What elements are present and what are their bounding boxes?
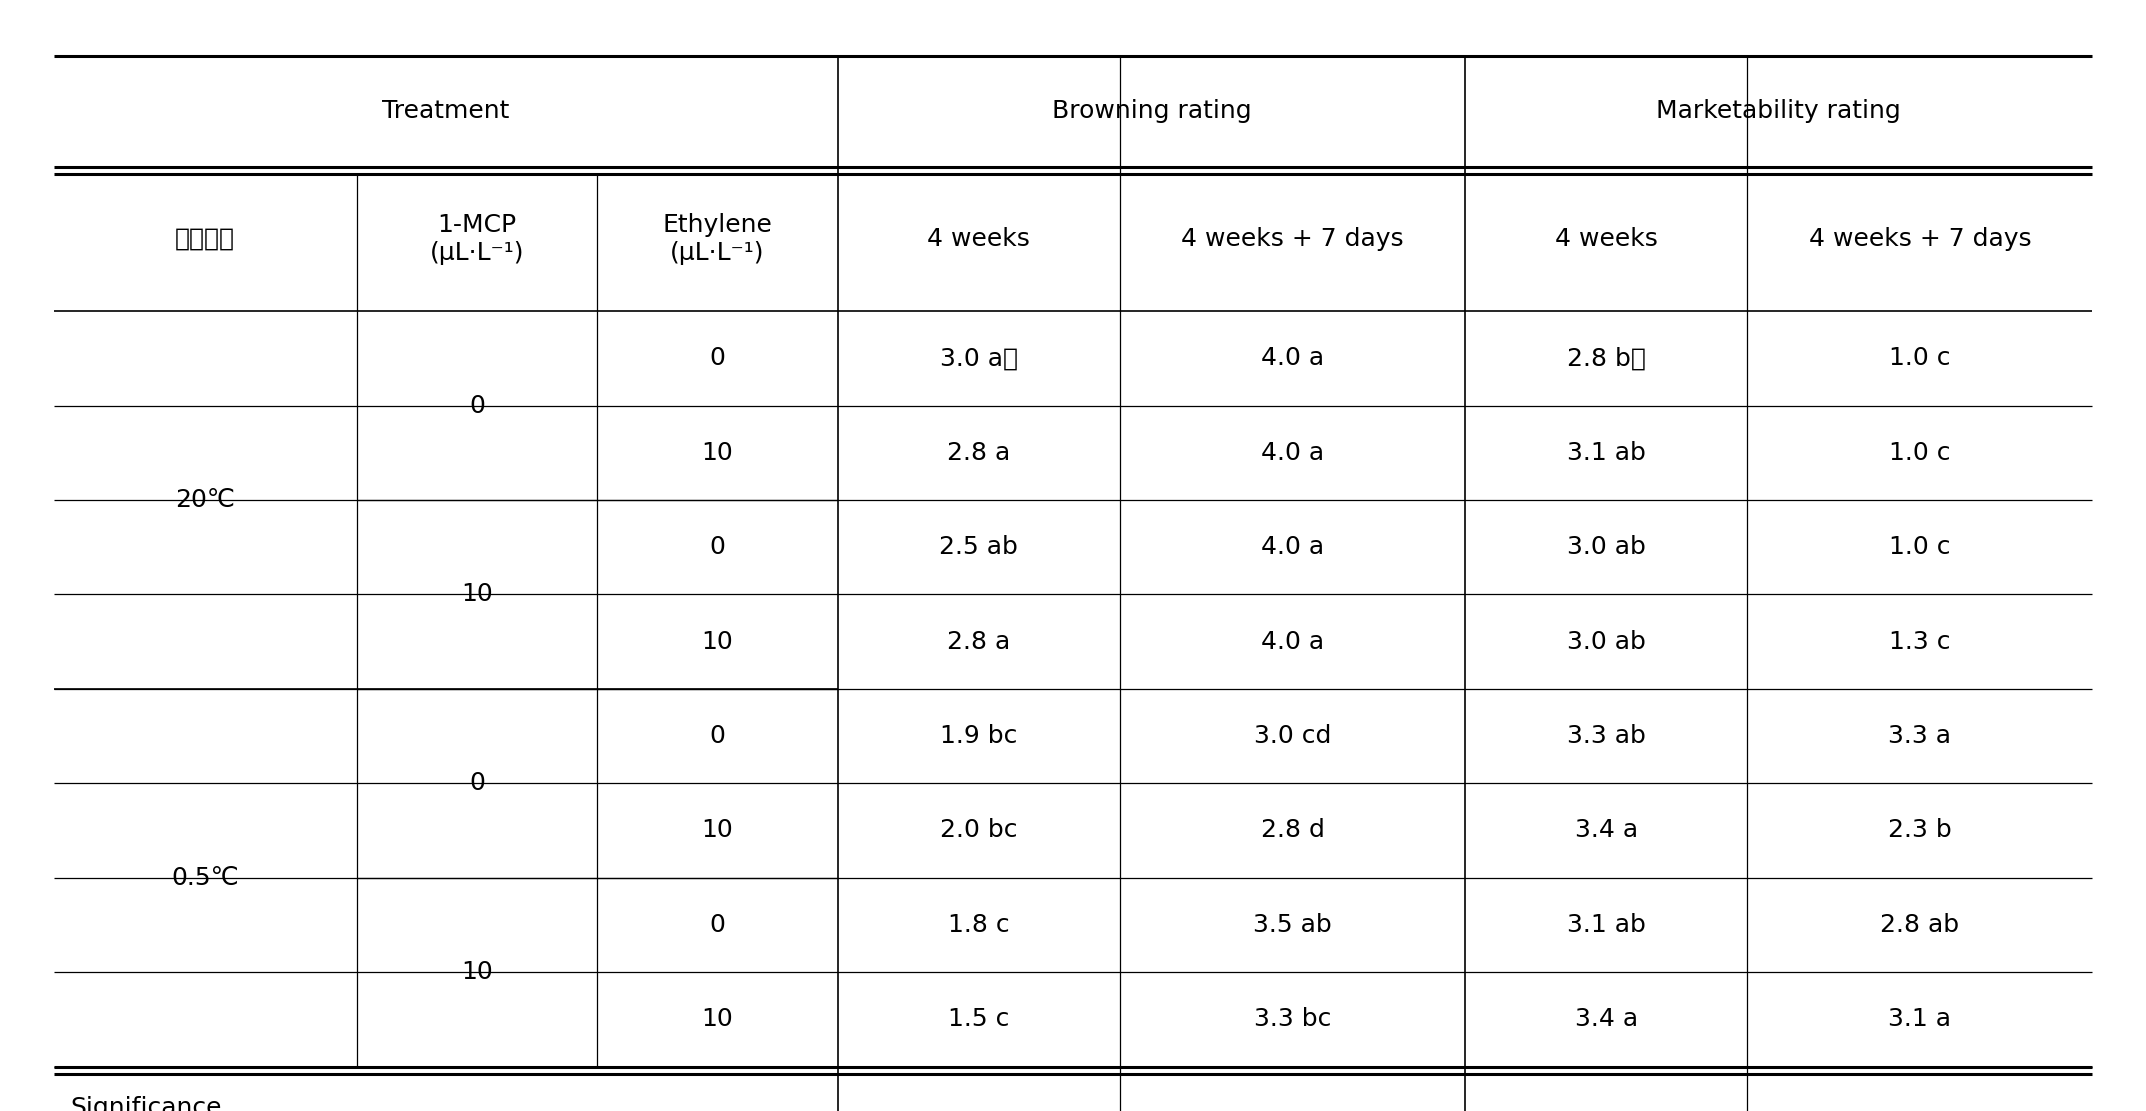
Text: 2.3 b: 2.3 b (1888, 819, 1951, 842)
Text: 0: 0 (710, 913, 725, 937)
Text: 4.0 a: 4.0 a (1262, 441, 1324, 464)
Text: 2.8 bᵺ: 2.8 bᵺ (1567, 347, 1646, 370)
Text: 10: 10 (702, 1008, 734, 1031)
Text: 3.3 a: 3.3 a (1888, 724, 1951, 748)
Text: 3.0 cd: 3.0 cd (1253, 724, 1331, 748)
Text: 0: 0 (470, 393, 485, 418)
Text: 0.5℃: 0.5℃ (172, 865, 238, 890)
Text: 0: 0 (710, 536, 725, 559)
Text: 10: 10 (461, 582, 494, 607)
Text: 1.0 c: 1.0 c (1888, 441, 1951, 464)
Text: 3.3 ab: 3.3 ab (1567, 724, 1646, 748)
Text: 1.9 bc: 1.9 bc (940, 724, 1017, 748)
Text: 2.8 d: 2.8 d (1260, 819, 1324, 842)
Text: 4 weeks: 4 weeks (1554, 227, 1657, 251)
Text: 3.4 a: 3.4 a (1575, 1008, 1637, 1031)
Text: 2.8 ab: 2.8 ab (1880, 913, 1959, 937)
Text: 1-MCP
(μL·L⁻¹): 1-MCP (μL·L⁻¹) (429, 213, 524, 264)
Text: 3.0 aᵺ: 3.0 aᵺ (940, 347, 1017, 370)
Text: 20℃: 20℃ (176, 488, 236, 512)
Text: 체리온도: 체리온도 (176, 227, 236, 251)
Text: 10: 10 (702, 819, 734, 842)
Text: 3.5 ab: 3.5 ab (1253, 913, 1333, 937)
Text: 2.0 bc: 2.0 bc (940, 819, 1017, 842)
Text: 2.8 a: 2.8 a (946, 441, 1011, 464)
Text: 1.0 c: 1.0 c (1888, 347, 1951, 370)
Text: 1.8 c: 1.8 c (949, 913, 1011, 937)
Text: 10: 10 (702, 630, 734, 653)
Text: 4 weeks + 7 days: 4 weeks + 7 days (1180, 227, 1403, 251)
Text: 3.3 bc: 3.3 bc (1253, 1008, 1331, 1031)
Text: 10: 10 (461, 960, 494, 984)
Text: 0: 0 (710, 724, 725, 748)
Text: 3.1 ab: 3.1 ab (1567, 441, 1646, 464)
Text: 4 weeks + 7 days: 4 weeks + 7 days (1809, 227, 2030, 251)
Text: 4.0 a: 4.0 a (1262, 347, 1324, 370)
Text: 4 weeks: 4 weeks (927, 227, 1030, 251)
Text: 0: 0 (710, 347, 725, 370)
Text: Ethylene
(μL·L⁻¹): Ethylene (μL·L⁻¹) (663, 213, 773, 264)
Text: 4.0 a: 4.0 a (1262, 536, 1324, 559)
Text: 0: 0 (470, 771, 485, 795)
Text: 2.5 ab: 2.5 ab (940, 536, 1019, 559)
Text: 3.1 a: 3.1 a (1888, 1008, 1951, 1031)
Text: Browning rating: Browning rating (1052, 99, 1251, 123)
Text: 2.8 a: 2.8 a (946, 630, 1011, 653)
Text: 10: 10 (702, 441, 734, 464)
Text: 3.0 ab: 3.0 ab (1567, 630, 1646, 653)
Text: 3.0 ab: 3.0 ab (1567, 536, 1646, 559)
Text: 1.0 c: 1.0 c (1888, 536, 1951, 559)
Text: 1.3 c: 1.3 c (1888, 630, 1951, 653)
Text: 1.5 c: 1.5 c (949, 1008, 1009, 1031)
Text: Significance: Significance (71, 1097, 223, 1111)
Text: Marketability rating: Marketability rating (1657, 99, 1901, 123)
Text: 4.0 a: 4.0 a (1262, 630, 1324, 653)
Text: Treatment: Treatment (382, 99, 509, 123)
Text: 3.1 ab: 3.1 ab (1567, 913, 1646, 937)
Text: 3.4 a: 3.4 a (1575, 819, 1637, 842)
